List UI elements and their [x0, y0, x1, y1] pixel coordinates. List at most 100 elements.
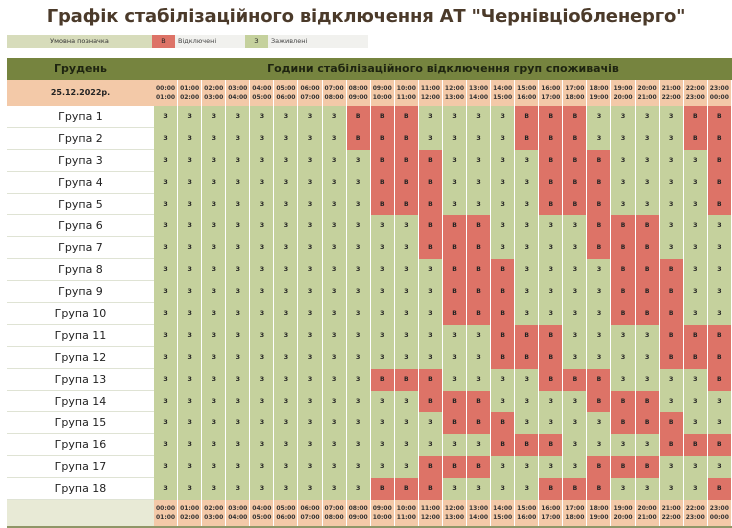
- cell-powered: З: [250, 149, 275, 172]
- time-from: 23:00: [709, 505, 729, 513]
- cell-powered: З: [659, 106, 684, 128]
- cell-disconnected: В: [442, 281, 468, 304]
- cell-powered: З: [659, 171, 684, 194]
- time-slot: 03:00 04:00: [226, 500, 251, 527]
- time-slot: 09:00 10:00: [370, 80, 395, 106]
- cell-powered: З: [707, 390, 732, 413]
- cell-disconnected: В: [659, 434, 684, 457]
- time-slot: 17:00 18:00: [563, 80, 588, 106]
- cell-disconnected: В: [707, 149, 732, 172]
- cell-powered: З: [154, 281, 179, 304]
- cell-disconnected: В: [515, 346, 540, 369]
- cell-disconnected: В: [659, 303, 684, 325]
- cell-powered: З: [250, 106, 275, 128]
- cell-powered: З: [467, 193, 492, 216]
- cell-powered: З: [707, 303, 732, 325]
- cell-disconnected: В: [611, 237, 636, 260]
- time-to: 00:00: [709, 514, 729, 522]
- cell-powered: З: [659, 215, 684, 238]
- cell-disconnected: В: [563, 149, 588, 172]
- cell-powered: З: [154, 106, 179, 128]
- table-header: Грудень Години стабілізаційного відключе…: [7, 58, 732, 80]
- cell-powered: З: [659, 127, 684, 150]
- cell-powered: З: [202, 390, 227, 413]
- time-slot: 13:00 14:00: [467, 80, 492, 106]
- cell-powered: З: [202, 324, 227, 347]
- time-slot: 19:00 20:00: [611, 80, 636, 106]
- cell-disconnected: В: [539, 171, 564, 194]
- legend-off-swatch: В: [152, 35, 175, 48]
- time-from: 05:00: [276, 505, 296, 513]
- cell-powered: З: [202, 193, 227, 216]
- cell-powered: З: [250, 281, 275, 304]
- cell-powered: З: [322, 390, 347, 413]
- time-slot: 16:00 17:00: [539, 500, 564, 527]
- time-slot: 22:00 23:00: [683, 80, 708, 106]
- cell-powered: З: [178, 149, 203, 172]
- time-from: 01:00: [180, 505, 200, 513]
- cell-powered: З: [274, 237, 299, 260]
- cell-disconnected: В: [587, 193, 612, 216]
- time-to: 22:00: [661, 94, 681, 101]
- group-row: Група 10 З З З З З З З З З З З З В В В З З З З В В В З З: [7, 303, 732, 325]
- cell-powered: З: [635, 171, 660, 194]
- cell-powered: З: [250, 390, 275, 413]
- cell-powered: З: [322, 215, 347, 238]
- time-from: 03:00: [228, 505, 248, 513]
- cell-powered: З: [635, 324, 660, 347]
- cell-powered: З: [346, 478, 371, 501]
- cell-powered: З: [418, 324, 443, 347]
- time-from: 16:00: [541, 85, 561, 92]
- cell-powered: З: [154, 259, 179, 282]
- cell-powered: З: [202, 171, 227, 194]
- time-slot: 18:00 19:00: [587, 500, 612, 527]
- group-name: Група 16: [7, 434, 154, 457]
- time-from: 19:00: [613, 85, 633, 92]
- cell-powered: З: [370, 303, 395, 325]
- cell-disconnected: В: [563, 127, 588, 150]
- time-from: 04:00: [252, 85, 272, 92]
- cell-powered: З: [467, 171, 492, 194]
- time-slot: 10:00 11:00: [394, 80, 419, 106]
- time-to: 21:00: [637, 94, 657, 101]
- cell-powered: З: [178, 456, 203, 479]
- cell-disconnected: В: [707, 324, 732, 347]
- cell-powered: З: [491, 215, 516, 238]
- cell-disconnected: В: [394, 193, 419, 216]
- time-slot: 21:00 22:00: [659, 500, 684, 527]
- cell-powered: З: [563, 434, 588, 457]
- cell-powered: З: [154, 149, 179, 172]
- cell-powered: З: [491, 127, 516, 150]
- time-to: 05:00: [252, 514, 272, 522]
- cell-powered: З: [274, 171, 299, 194]
- cell-powered: З: [418, 412, 443, 435]
- cell-disconnected: В: [418, 215, 443, 238]
- cell-powered: З: [250, 237, 275, 260]
- cell-disconnected: В: [539, 346, 564, 369]
- cell-powered: З: [539, 412, 564, 435]
- cell-powered: З: [491, 456, 516, 479]
- cell-powered: З: [467, 127, 492, 150]
- cell-disconnected: В: [418, 171, 443, 194]
- legend-off-label: Відключені: [175, 35, 245, 48]
- cell-powered: З: [322, 106, 347, 128]
- cell-powered: З: [442, 434, 468, 457]
- time-slot: 16:00 17:00: [539, 80, 564, 106]
- cell-disconnected: В: [394, 368, 419, 391]
- time-to: 09:00: [348, 94, 368, 101]
- time-from: 03:00: [228, 85, 248, 92]
- time-to: 11:00: [396, 514, 416, 522]
- cell-powered: З: [707, 259, 732, 282]
- cell-powered: З: [226, 237, 251, 260]
- cell-powered: З: [322, 237, 347, 260]
- cell-powered: З: [178, 127, 203, 150]
- time-to: 07:00: [300, 94, 320, 101]
- cell-disconnected: В: [635, 215, 660, 238]
- month-header: Грудень: [54, 62, 107, 75]
- cell-powered: З: [611, 106, 636, 128]
- cell-disconnected: В: [442, 259, 468, 282]
- cell-disconnected: В: [563, 171, 588, 194]
- cell-powered: З: [442, 171, 468, 194]
